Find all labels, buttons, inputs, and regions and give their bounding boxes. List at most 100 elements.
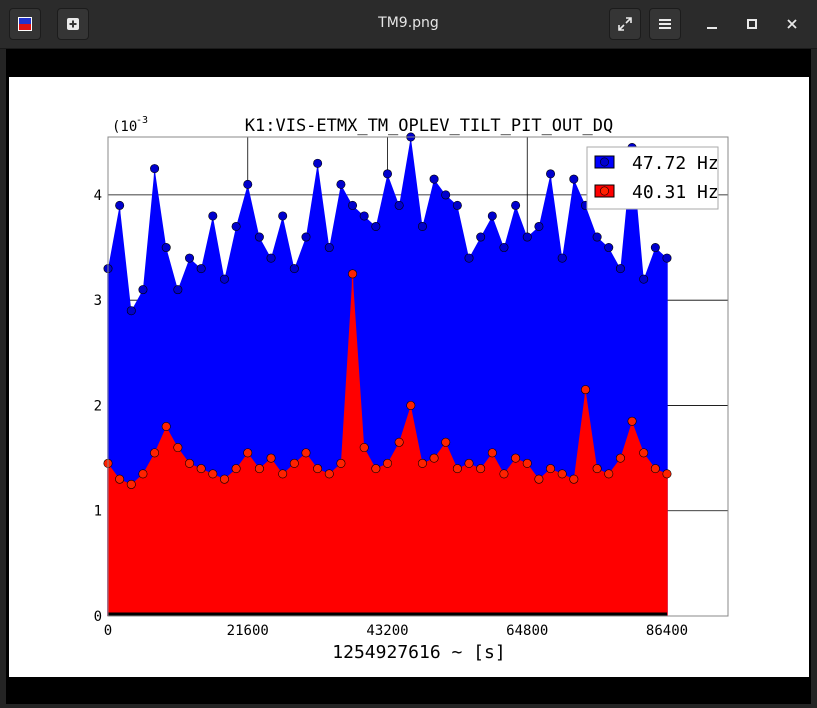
data-point: [441, 437, 451, 447]
data-point: [534, 221, 544, 231]
data-point: [615, 264, 625, 274]
data-point: [243, 448, 253, 458]
data-point: [324, 469, 334, 479]
data-point: [429, 453, 439, 463]
main-menu-button[interactable]: [649, 8, 681, 40]
data-point: [522, 232, 532, 242]
data-point: [138, 285, 148, 295]
legend-marker-red: [599, 186, 609, 196]
x-tick-label: 21600: [227, 623, 269, 639]
data-point: [348, 200, 358, 210]
data-point: [324, 243, 334, 253]
y-tick-label: 2: [94, 398, 102, 414]
new-tab-button[interactable]: [57, 8, 89, 40]
data-point: [476, 232, 486, 242]
hamburger-icon: [659, 19, 671, 29]
x-axis-label: 1254927616 ~ [s]: [332, 642, 505, 663]
data-point: [359, 211, 369, 221]
data-point: [173, 443, 183, 453]
plot-frame: [107, 136, 729, 617]
data-point: [406, 400, 416, 410]
data-point: [487, 448, 497, 458]
data-point: [534, 474, 544, 484]
data-point: [452, 200, 462, 210]
legend-label-red: 40.31 Hz: [632, 182, 719, 203]
close-icon: [787, 19, 797, 29]
data-point: [219, 274, 229, 284]
data-point: [546, 464, 556, 474]
data-point: [161, 243, 171, 253]
data-point: [382, 458, 392, 468]
legend-label-blue: 47.72 Hz: [632, 153, 719, 174]
data-point: [185, 253, 195, 263]
displayed-image: 0 21600 43200 64800 86400 0 1 2 3 4 K1:VIS-ETMX_T…: [9, 77, 809, 677]
data-point: [650, 464, 660, 474]
data-point: [115, 200, 125, 210]
data-point: [301, 232, 311, 242]
minimize-icon: [707, 27, 717, 29]
data-point: [196, 264, 206, 274]
y-multiplier-exponent: -3: [136, 115, 148, 126]
data-point: [476, 464, 486, 474]
data-point: [115, 474, 125, 484]
data-point: [138, 469, 148, 479]
y-tick-label: 3: [94, 293, 102, 309]
data-point: [441, 190, 451, 200]
legend-marker-blue: [599, 157, 609, 167]
data-point: [266, 253, 276, 263]
data-point: [627, 416, 637, 426]
x-tick-label: 64800: [506, 623, 548, 639]
data-point: [557, 253, 567, 263]
data-point: [592, 232, 602, 242]
plus-box-icon: [67, 18, 79, 30]
maximize-button[interactable]: [742, 14, 762, 34]
data-point: [662, 469, 672, 479]
data-point: [464, 253, 474, 263]
data-point: [348, 269, 358, 279]
minimize-button[interactable]: [702, 14, 722, 34]
data-point: [208, 469, 218, 479]
data-point: [417, 458, 427, 468]
data-point: [126, 479, 136, 489]
data-point: [359, 443, 369, 453]
image-viewer-app-icon: [18, 17, 32, 31]
data-point: [254, 232, 264, 242]
y-tick-label: 1: [94, 504, 102, 520]
data-point: [639, 448, 649, 458]
app-menu-button[interactable]: [9, 8, 41, 40]
data-point: [161, 422, 171, 432]
data-point: [580, 385, 590, 395]
data-point: [196, 464, 206, 474]
data-point: [464, 458, 474, 468]
x-tick-label: 0: [104, 623, 112, 639]
window-title: TM9.png: [378, 15, 439, 31]
data-point: [173, 285, 183, 295]
data-point: [243, 179, 253, 189]
y-multiplier-label: (10: [112, 119, 137, 135]
fullscreen-button[interactable]: [609, 8, 641, 40]
data-point: [289, 458, 299, 468]
data-point: [394, 200, 404, 210]
data-point: [266, 453, 276, 463]
data-point: [150, 448, 160, 458]
data-point: [639, 274, 649, 284]
data-point: [289, 264, 299, 274]
data-point: [569, 174, 579, 184]
data-point: [336, 179, 346, 189]
window-titlebar: TM9.png: [0, 0, 817, 49]
data-point: [254, 464, 264, 474]
data-point: [452, 464, 462, 474]
data-point: [662, 253, 672, 263]
x-tick-label: 86400: [646, 623, 688, 639]
series-1: [103, 269, 672, 616]
data-point: [604, 469, 614, 479]
close-button[interactable]: [782, 14, 802, 34]
data-point: [301, 448, 311, 458]
legend: 47.72 Hz 40.31 Hz: [586, 146, 719, 210]
maximize-icon: [747, 19, 757, 29]
chart-title: K1:VIS-ETMX_TM_OPLEV_TILT_PIT_OUT_DQ: [245, 116, 613, 136]
data-point: [569, 474, 579, 484]
series-layer: [103, 132, 672, 616]
data-point: [208, 211, 218, 221]
data-point: [522, 458, 532, 468]
